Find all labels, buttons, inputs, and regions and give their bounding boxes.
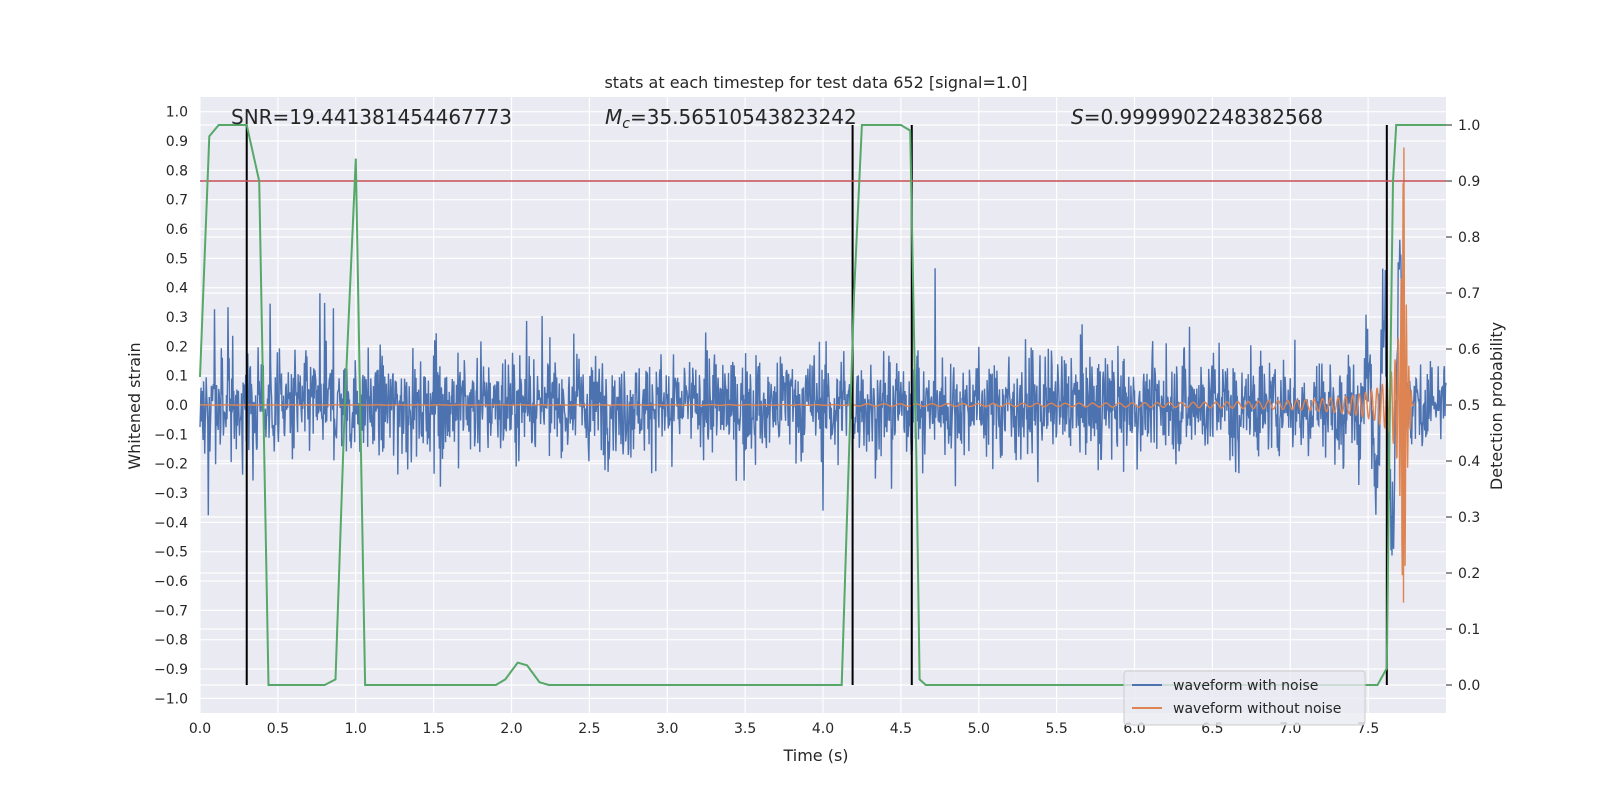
x-tick-label: 4.5 (890, 721, 912, 737)
y-tick-label: 0.5 (166, 251, 188, 267)
detection-probability-line (199, 124, 1446, 686)
y-tick-label: −0.8 (154, 633, 188, 649)
y2-ticks: 1.0 0.9 0.8 0.7 0.6 0.5 0.4 0.3 0.2 0.1 0.0 (1446, 118, 1480, 694)
y-tick-label: −0.7 (154, 603, 188, 619)
y-tick-label: −0.3 (154, 486, 188, 502)
y-tick-label: 0.4 (166, 281, 188, 297)
legend-box (1123, 670, 1366, 726)
legend: waveform with noise waveform without noi… (1123, 670, 1366, 726)
x-tick-label: 5.5 (1045, 721, 1067, 737)
y-tick-label: 0.0 (166, 398, 188, 414)
y2-tick-label: 0.4 (1458, 454, 1480, 470)
y2-tick-label: 1.0 (1458, 118, 1480, 134)
legend-label-clean: waveform without noise (1173, 701, 1341, 717)
noisy-waveform-layer (199, 239, 1447, 556)
x-axis-label: Time (s) (782, 746, 848, 765)
x-tick-label: 0.5 (267, 721, 289, 737)
x-tick-label: 2.0 (500, 721, 522, 737)
snr-annotation: SNR=19.441381454467773 (231, 105, 512, 129)
y2-tick-label: 0.2 (1458, 566, 1480, 582)
y-tick-label: 1.0 (166, 105, 188, 121)
x-tick-label: 2.5 (578, 721, 600, 737)
y-tick-label: −0.5 (154, 545, 188, 561)
x-tick-label: 5.0 (968, 721, 990, 737)
y2-tick-label: 0.9 (1458, 174, 1480, 190)
y-tick-label: −0.2 (154, 457, 188, 473)
clean-waveform-line (200, 147, 1415, 603)
y-tick-label: 0.3 (166, 310, 188, 326)
noisy-waveform-line (199, 239, 1447, 556)
y-tick-label: −1.0 (154, 691, 188, 707)
y-tick-label: 0.6 (166, 222, 188, 238)
y-tick-label: −0.9 (154, 662, 188, 678)
y2-tick-label: 0.5 (1458, 398, 1480, 414)
y-ticks: 1.0 0.9 0.8 0.7 0.6 0.5 0.4 0.3 0.2 0.1 0.0 −0.1 −0.… (154, 105, 188, 708)
y2-tick-label: 0.1 (1458, 622, 1480, 638)
chirp-mass-annotation: Mc=35.56510543823242 (605, 105, 857, 132)
clean-waveform-layer (200, 147, 1415, 603)
significance-annotation: S=0.9999902248382568 (1071, 105, 1323, 129)
probability-layer (199, 124, 1446, 686)
y-tick-label: 0.2 (166, 339, 188, 355)
y2-tick-label: 0.8 (1458, 230, 1480, 246)
y-tick-label: 0.8 (166, 163, 188, 179)
x-tick-label: 1.5 (422, 721, 444, 737)
x-tick-label: 3.0 (656, 721, 678, 737)
y2-axis-label: Detection probability (1487, 322, 1506, 490)
y2-tick-label: 0.6 (1458, 342, 1480, 358)
x-tick-label: 0.0 (189, 721, 211, 737)
y-tick-label: 0.9 (166, 134, 188, 150)
legend-label-noisy: waveform with noise (1173, 678, 1318, 694)
y2-tick-label: 0.0 (1458, 678, 1480, 694)
y-tick-label: −0.1 (154, 427, 188, 443)
chart-title: stats at each timestep for test data 652… (604, 73, 1027, 92)
y2-tick-label: 0.7 (1458, 286, 1480, 302)
y-tick-label: −0.4 (154, 515, 188, 531)
y-tick-label: −0.6 (154, 574, 188, 590)
x-tick-label: 1.0 (345, 721, 367, 737)
x-ticks: 0.0 0.5 1.0 1.5 2.0 2.5 3.0 3.5 4.0 4.5 5.0 5.5 6.0 6… (189, 721, 1379, 737)
y-axis-label: Whitened strain (125, 342, 144, 469)
y-tick-label: 0.7 (166, 193, 188, 209)
x-tick-label: 4.0 (812, 721, 834, 737)
y-tick-label: 0.1 (166, 369, 188, 385)
y2-tick-label: 0.3 (1458, 510, 1480, 526)
x-tick-label: 3.5 (734, 721, 756, 737)
